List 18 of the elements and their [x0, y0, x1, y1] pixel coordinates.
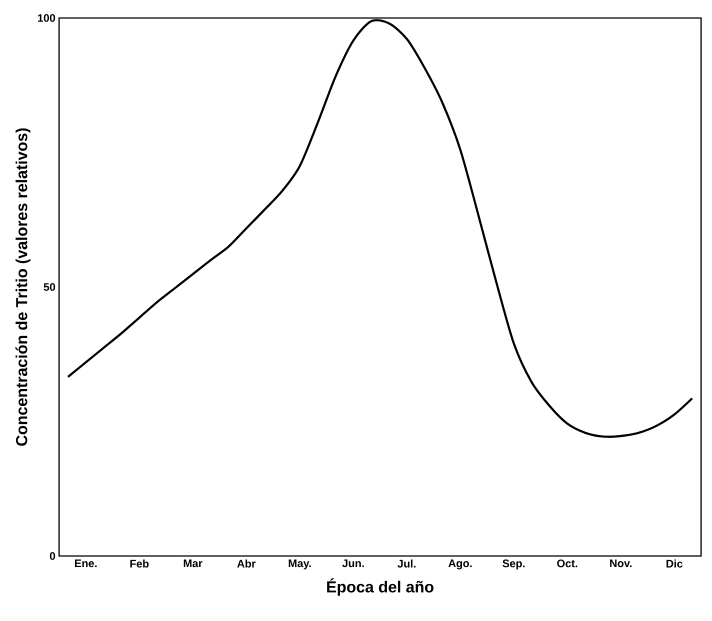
x-tick-label: Jul.	[398, 560, 416, 568]
x-tick-label: Abr	[237, 560, 256, 568]
x-tick-label: Jun.	[342, 560, 364, 568]
x-tick-label: Mar	[184, 560, 202, 568]
x-tick-label: Ene.	[74, 560, 97, 568]
x-tick-label: Ago.	[448, 560, 472, 570]
x-axis-title: Época del año	[327, 578, 434, 596]
x-tick-label: Sep.	[502, 560, 525, 570]
line-series	[66, 20, 694, 438]
x-tick-label: Oct.	[557, 560, 578, 568]
x-tick-label: Nov.	[610, 560, 632, 568]
x-tick-label: Dic	[666, 560, 683, 568]
y-tick-label: 0	[50, 552, 56, 560]
x-tick-label: Feb	[130, 560, 149, 568]
y-tick-label: 100	[38, 14, 56, 22]
y-axis-title: Concentración de Tritio (valores relativos)	[15, 128, 30, 446]
x-tick-label: May.	[288, 560, 311, 570]
y-tick-label: 50	[44, 283, 56, 291]
